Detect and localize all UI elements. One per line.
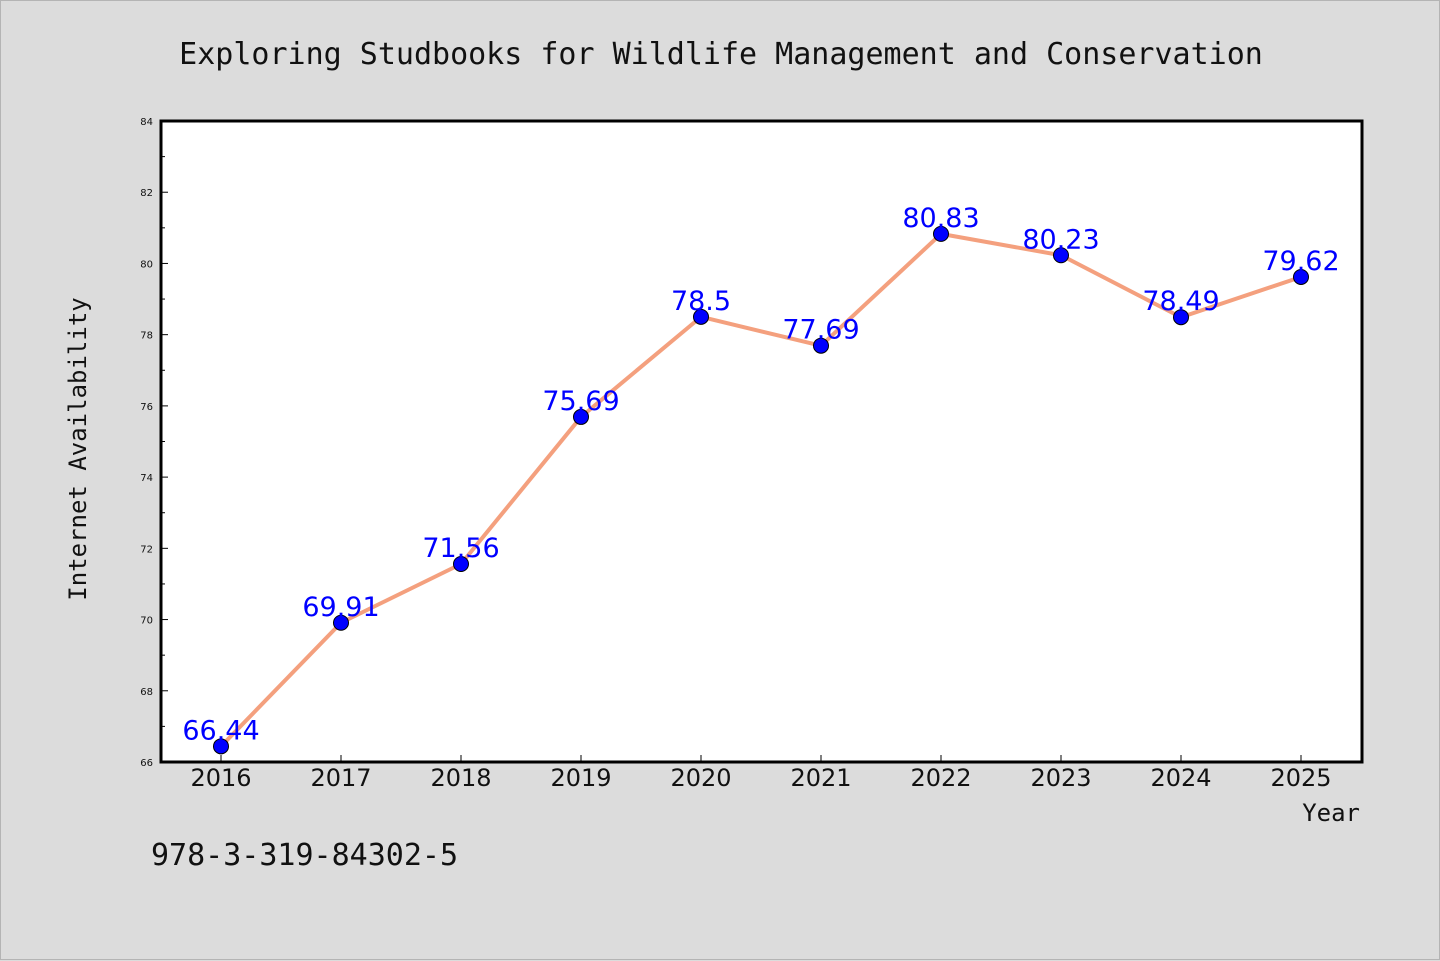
- y-tick-label: 72: [140, 544, 153, 555]
- x-tick-label: 2021: [790, 764, 851, 792]
- data-label: 80.23: [1022, 224, 1099, 255]
- data-label: 75.69: [542, 386, 619, 417]
- x-tick-label: 2024: [1150, 764, 1211, 792]
- x-axis-label: Year: [1302, 799, 1360, 827]
- y-tick-label: 82: [140, 188, 153, 199]
- x-tick-label: 2023: [1030, 764, 1091, 792]
- data-point: [693, 308, 709, 325]
- data-point: [453, 556, 469, 573]
- data-label: 71.56: [422, 533, 499, 564]
- data-point: [333, 614, 349, 631]
- x-tick-label: 2019: [550, 764, 611, 792]
- data-label: 66.44: [182, 715, 259, 746]
- plot-area: [161, 121, 1362, 762]
- data-label: 78.5: [671, 286, 731, 317]
- data-point: [573, 408, 589, 425]
- y-tick-label: 74: [140, 473, 153, 484]
- x-tick-label: 2020: [670, 764, 731, 792]
- series-line-group: 66.44 69.91 71.56 75.69 78.5 77.69 80.83 80.23 7…: [182, 203, 1340, 755]
- footer-isbn: 978-3-319-84302-5: [151, 838, 458, 873]
- x-tick-label: 2022: [910, 764, 971, 792]
- y-tick-label: 66: [140, 758, 153, 769]
- data-point: [1053, 247, 1069, 264]
- data-label: 80.83: [902, 203, 979, 234]
- chart-title: Exploring Studbooks for Wildlife Managem…: [179, 37, 1263, 72]
- y-tick-label: 76: [140, 402, 153, 413]
- y-tick-label: 80: [140, 259, 153, 270]
- y-tick-label: 78: [140, 331, 153, 342]
- y-axis-label: Internet Availability: [64, 297, 92, 600]
- data-label: 78.49: [1142, 286, 1219, 317]
- data-point: [813, 337, 829, 354]
- y-tick-label: 84: [140, 117, 153, 128]
- x-tick-label: 2016: [190, 764, 251, 792]
- x-axis: 2016 2017 2018 2019 2020 2021 2022 2023 2024 2025: [190, 755, 1332, 792]
- y-axis: 66 68 70 72 74 76 78 80 82 84: [140, 117, 168, 769]
- data-point: [933, 225, 949, 242]
- data-point: [213, 738, 229, 755]
- y-tick-label: 68: [140, 687, 153, 698]
- plot-frame: [159, 119, 1364, 764]
- data-label: 77.69: [782, 315, 859, 346]
- y-tick-label: 70: [140, 616, 153, 627]
- x-tick-label: 2018: [430, 764, 491, 792]
- x-tick-label: 2017: [310, 764, 371, 792]
- series-line: [219, 231, 1302, 748]
- data-point: [1173, 309, 1189, 326]
- x-tick-label: 2025: [1270, 764, 1331, 792]
- data-label: 69.91: [302, 592, 379, 623]
- data-label: 79.62: [1262, 246, 1339, 277]
- data-point: [1293, 268, 1309, 285]
